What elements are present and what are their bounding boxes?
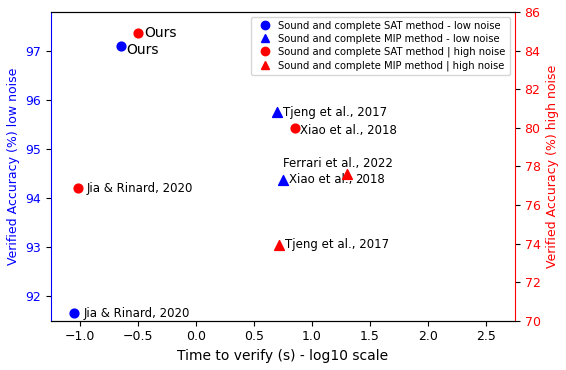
Point	[342, 171, 351, 176]
Point	[278, 176, 288, 182]
Point	[134, 30, 143, 36]
Text: Ferrari et al., 2022: Ferrari et al., 2022	[283, 157, 393, 171]
Point	[116, 43, 125, 49]
Point	[275, 242, 284, 248]
Text: Jia & Rinard, 2020: Jia & Rinard, 2020	[84, 307, 190, 320]
Text: Xiao et al.,: Xiao et al.,	[289, 173, 352, 186]
Text: Tjeng et al., 2017: Tjeng et al., 2017	[285, 238, 389, 251]
Y-axis label: Verified Accuracy (%) low noise: Verified Accuracy (%) low noise	[7, 68, 20, 265]
Text: 2018: 2018	[355, 173, 384, 186]
Text: Jia & Rinard, 2020: Jia & Rinard, 2020	[87, 182, 194, 195]
Point	[290, 125, 299, 131]
Text: Ours: Ours	[144, 26, 177, 40]
Point	[70, 310, 79, 316]
Text: Xiao et al., 2018: Xiao et al., 2018	[301, 124, 397, 137]
Text: Tjeng et al., 2017: Tjeng et al., 2017	[283, 106, 387, 119]
Point	[273, 110, 282, 115]
Legend: Sound and complete SAT method - low noise, Sound and complete MIP method - low n: Sound and complete SAT method - low nois…	[251, 17, 510, 75]
Y-axis label: Verified Accuracy (%) high noise: Verified Accuracy (%) high noise	[546, 65, 559, 268]
X-axis label: Time to verify (s) - log10 scale: Time to verify (s) - log10 scale	[177, 349, 388, 363]
Text: Ours: Ours	[126, 43, 159, 57]
Point	[73, 185, 82, 191]
